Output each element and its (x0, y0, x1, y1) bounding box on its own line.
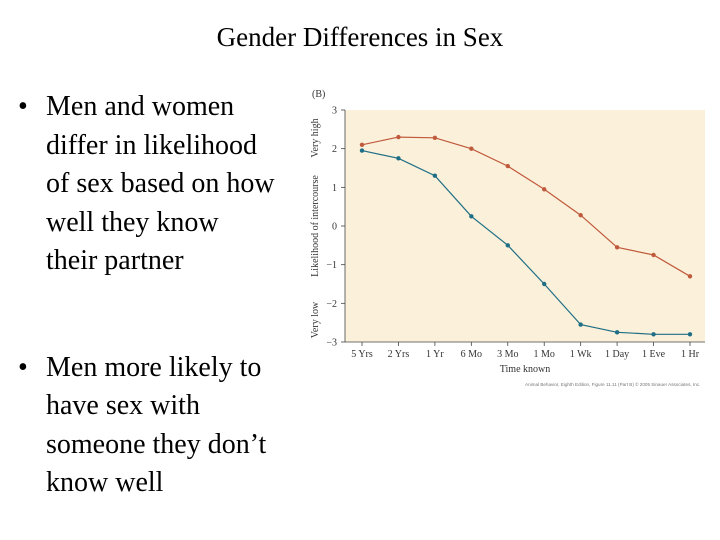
series-line-1 (361, 136, 691, 277)
data-point-series-2 (396, 156, 401, 161)
data-point-series-2 (359, 148, 365, 153)
data-point-series-1 (505, 163, 510, 169)
x-tick-label: 6 Mo (461, 349, 482, 360)
x-tick-label: 1 Day (605, 349, 629, 360)
data-point-series-1 (651, 252, 656, 258)
x-tick-label: 3 Mo (497, 349, 518, 360)
data-point-series-2 (651, 332, 656, 337)
data-point-series-2 (687, 332, 693, 337)
x-tick-label: 1 Yr (426, 349, 444, 360)
x-tick-label: 5 Yrs (351, 349, 373, 360)
y-tick-label: −3 (326, 338, 337, 349)
data-point-series-1 (469, 146, 474, 151)
y-tick-label: −2 (326, 299, 337, 310)
data-point-series-2 (505, 243, 510, 248)
figure-credit: Animal Behavior, Eighth Edition, Figure … (525, 381, 700, 387)
data-point-series-2 (432, 173, 438, 178)
y-label-high: Very high (310, 118, 321, 157)
series-line-2 (361, 150, 690, 335)
y-tick-label: −1 (326, 260, 337, 271)
x-axis-label: Time known (500, 364, 550, 375)
x-tick-label: 1 Mo (534, 349, 555, 360)
bullet-text: Men and women differ in likelihood of se… (46, 91, 275, 276)
bullet-dot-icon: • (18, 351, 28, 383)
x-tick-label: 2 Yrs (388, 349, 410, 360)
y-tick-label: 3 (332, 106, 337, 117)
plot-panel (345, 110, 705, 342)
x-tick-label: 1 Hr (681, 349, 700, 360)
line-chart: (B) 3 2 1 0 −1 −2 −3 Very high Likelihood of inte… (310, 89, 705, 387)
data-point-series-1 (578, 212, 583, 218)
panel-label: (B) (312, 89, 325, 100)
data-point-series-2 (542, 281, 547, 287)
y-tick-label: 2 (332, 144, 337, 155)
bullet-item: • Men and women differ in likelihood of … (14, 88, 276, 281)
data-point-series-2 (469, 214, 474, 219)
data-point-series-1 (432, 135, 438, 141)
bullet-item: • Men more likely to have sex with someo… (14, 349, 276, 503)
bullet-dot-icon: • (18, 91, 28, 122)
data-point-series-1 (396, 134, 401, 140)
y-tick-label: 1 (332, 183, 337, 194)
data-point-series-1 (614, 245, 620, 250)
data-point-series-1 (359, 142, 365, 147)
data-point-series-1 (687, 274, 693, 279)
data-point-series-2 (578, 322, 583, 327)
slide-title: Gender Differences in Sex (216, 22, 504, 52)
x-tick-label: 1 Eve (642, 349, 666, 360)
y-tick-label: 0 (332, 222, 337, 233)
y-label-low: Very low (310, 301, 321, 338)
bullet-list: • Men and women differ in likelihood of … (14, 88, 276, 503)
y-axis-label: Likelihood of intercourse (310, 175, 321, 277)
x-tick-label: 1 Wk (570, 349, 592, 360)
data-point-series-2 (614, 330, 620, 335)
data-point-series-1 (542, 187, 547, 192)
bullet-text: Men more likely to have sex with someone… (46, 351, 267, 499)
